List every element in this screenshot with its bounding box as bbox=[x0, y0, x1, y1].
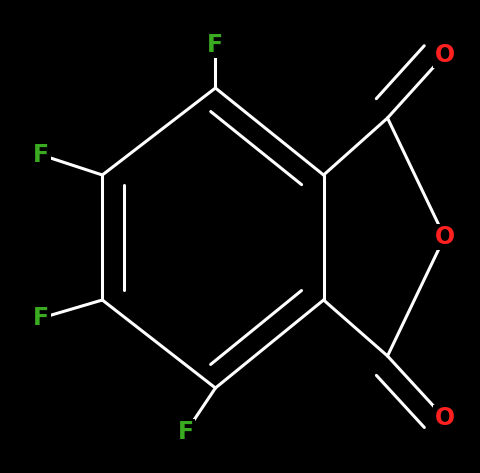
Text: F: F bbox=[207, 33, 223, 57]
Text: F: F bbox=[33, 143, 49, 167]
Text: F: F bbox=[178, 420, 193, 444]
Text: O: O bbox=[433, 43, 454, 67]
Text: O: O bbox=[433, 225, 454, 249]
Text: F: F bbox=[33, 306, 49, 330]
Text: O: O bbox=[433, 406, 454, 430]
